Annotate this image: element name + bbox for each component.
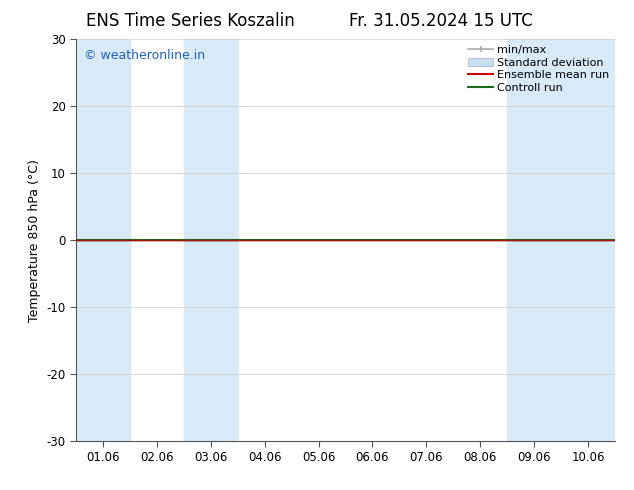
Text: © weatheronline.in: © weatheronline.in: [84, 49, 205, 62]
Y-axis label: Temperature 850 hPa (°C): Temperature 850 hPa (°C): [28, 159, 41, 321]
Bar: [615, 39, 634, 441]
Legend: min/max, Standard deviation, Ensemble mean run, Controll run: min/max, Standard deviation, Ensemble me…: [466, 43, 612, 96]
Text: Fr. 31.05.2024 15 UTC: Fr. 31.05.2024 15 UTC: [349, 12, 533, 30]
Bar: [76, 39, 130, 441]
Bar: [507, 39, 615, 441]
Text: ENS Time Series Koszalin: ENS Time Series Koszalin: [86, 12, 295, 30]
Bar: [184, 39, 238, 441]
